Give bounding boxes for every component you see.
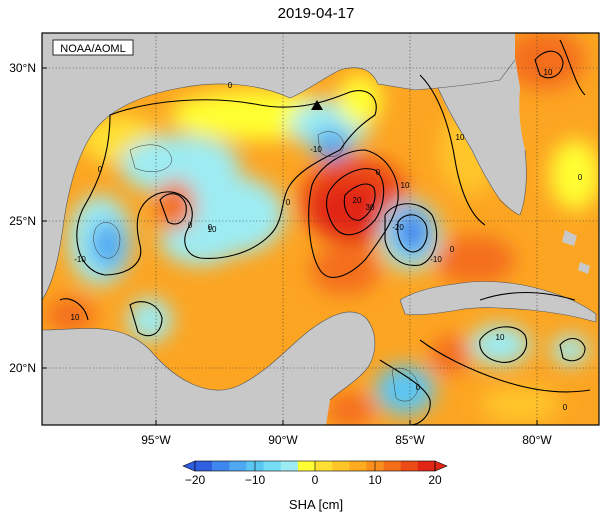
- contour-label: 10: [208, 225, 217, 234]
- colorbar-swatch: [315, 461, 333, 471]
- contour-label: 0: [376, 168, 381, 177]
- lon-label-95w: 95°W: [141, 433, 171, 447]
- contour-label: -10: [430, 255, 442, 264]
- colorbar-swatch: [332, 461, 350, 471]
- colorbar-arrow-low: [182, 460, 196, 472]
- contour-label: 10: [544, 68, 553, 77]
- map-area: NOAA/AOML: [42, 33, 599, 425]
- contour-label: 10: [71, 313, 80, 322]
- florida-mask: [438, 58, 527, 215]
- bahamas-land: [562, 230, 590, 274]
- lon-label-85w: 85°W: [395, 433, 425, 447]
- coastlines: [42, 59, 597, 401]
- contour-label: 0: [188, 221, 193, 230]
- colorbar-tick-0: 0: [312, 473, 319, 487]
- colorbar-swatch: [383, 461, 402, 471]
- map-title: 2019-04-17: [278, 5, 355, 22]
- contour-label: 20: [353, 196, 362, 205]
- colorbar-label: SHA [cm]: [289, 497, 343, 512]
- triangle-marker: [311, 100, 323, 110]
- colorbar-swatch: [263, 461, 282, 471]
- contour-label: 0: [416, 383, 421, 392]
- colorbar-tick-10: 10: [368, 473, 382, 487]
- lon-label-80w: 80°W: [522, 433, 552, 447]
- contour-label: -20: [392, 223, 404, 232]
- contour-label: -10: [74, 255, 86, 264]
- contour-label: 0: [450, 245, 455, 254]
- yucatan-mask: [42, 311, 375, 425]
- lat-label-25n: 25°N: [9, 214, 36, 228]
- lat-label-30n: 30°N: [9, 61, 36, 75]
- credit-box: [52, 39, 134, 56]
- colorbar-arrow-high: [434, 460, 448, 472]
- map-frame: [41, 32, 600, 426]
- contour-label: 10: [456, 133, 465, 142]
- contour-label: -10: [310, 145, 322, 154]
- colorbar-swatch: [400, 461, 419, 471]
- contour-label: 10: [401, 181, 410, 190]
- colorbar-swatch: [417, 461, 436, 471]
- lat-label-20n: 20°N: [9, 361, 36, 375]
- contour-label: 0: [578, 173, 583, 182]
- colorbar-tick-m10: −10: [245, 473, 266, 487]
- lon-label-90w: 90°W: [268, 433, 298, 447]
- colorbar-swatch: [195, 461, 213, 471]
- colorbar-tick-m20: −20: [185, 473, 206, 487]
- contour-label: 0: [228, 81, 233, 90]
- sha-field: [45, 33, 599, 425]
- contour-label: 0: [286, 198, 291, 207]
- colorbar-swatch: [280, 461, 299, 471]
- colorbar-swatch: [229, 461, 247, 471]
- colorbar-swatch: [212, 461, 230, 471]
- colorbar-swatch: [297, 461, 316, 471]
- credit-label: NOAA/AOML: [60, 43, 125, 55]
- colorbar-swatch: [349, 461, 367, 471]
- colorbar-tick-20: 20: [428, 473, 442, 487]
- contour-label: 30: [366, 203, 375, 212]
- tick-marks: [42, 67, 538, 425]
- contour-lines: [59, 39, 591, 425]
- graticule: [42, 33, 599, 425]
- contour-label: 0: [563, 403, 568, 412]
- colorbar: [182, 460, 448, 472]
- contour-label: 0: [98, 165, 103, 174]
- land-mask-north: [42, 33, 515, 300]
- contour-label: 10: [496, 333, 505, 342]
- contour-label: 0: [208, 223, 213, 232]
